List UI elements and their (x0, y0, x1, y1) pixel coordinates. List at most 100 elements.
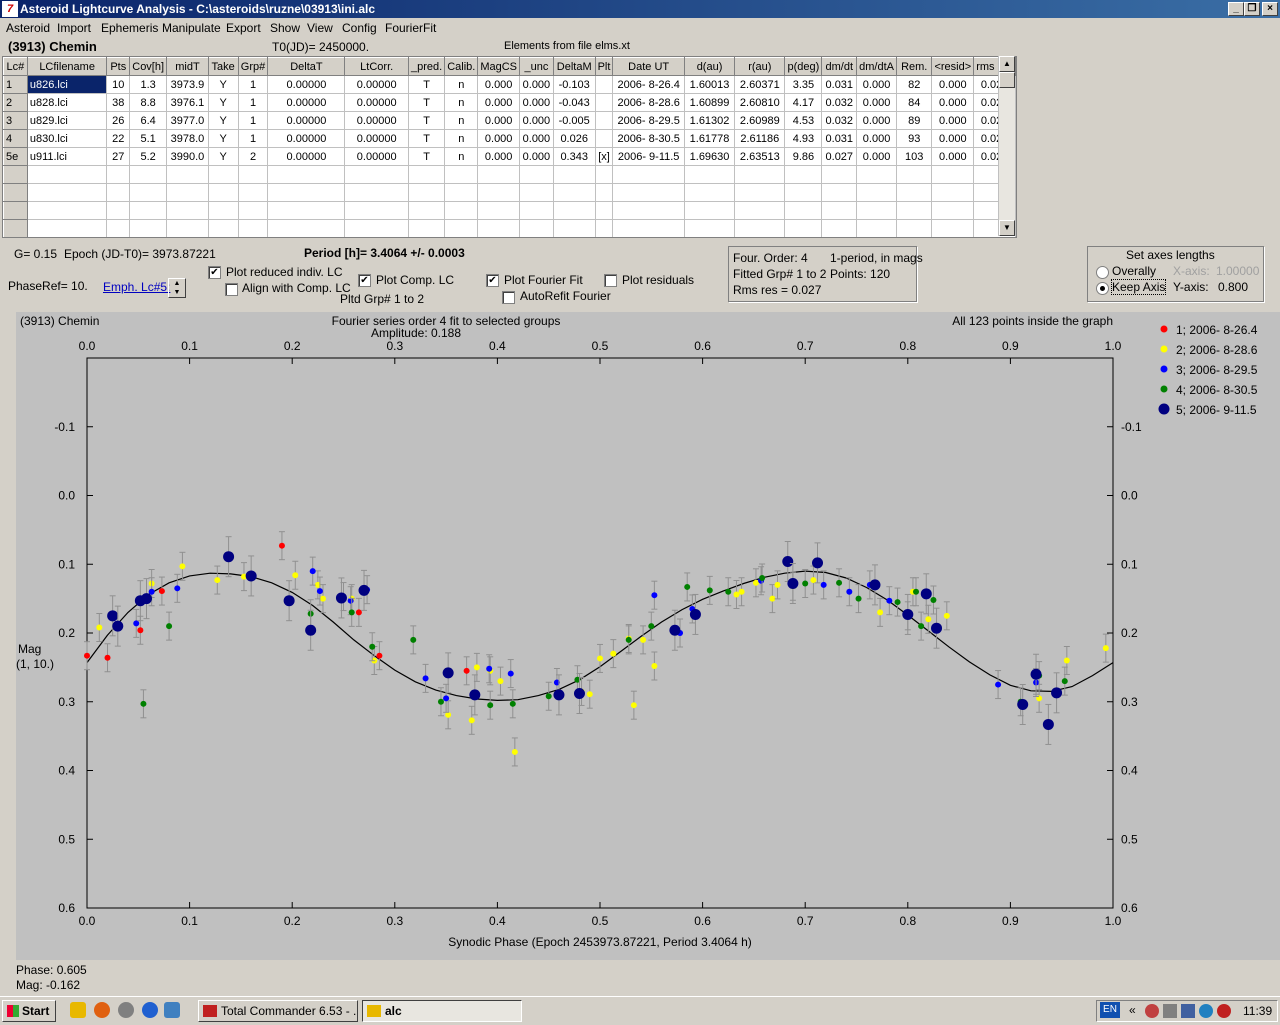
table-cell[interactable]: 2006- 8-28.6 (612, 93, 685, 112)
table-cell[interactable]: 0.000 (477, 93, 520, 112)
table-cell[interactable]: 0.000 (519, 93, 554, 112)
tray-security-icon[interactable] (1217, 1004, 1231, 1018)
table-cell[interactable]: 0.031 (821, 75, 858, 94)
table-cell[interactable]: u826.lci (26, 75, 108, 94)
table-cell[interactable]: 10 (106, 75, 131, 94)
table-cell[interactable] (594, 75, 614, 94)
row-header[interactable]: 5e (3, 147, 28, 166)
table-cell[interactable]: 0.00000 (267, 93, 346, 112)
tray-expand-icon[interactable]: « (1129, 1003, 1136, 1017)
tray-update-icon[interactable] (1199, 1004, 1213, 1018)
table-cell[interactable]: 1.60013 (683, 75, 736, 94)
table-cell[interactable]: 27 (106, 147, 131, 166)
tray-app-icon[interactable] (1181, 1004, 1195, 1018)
column-header[interactable]: LCfilename (26, 57, 108, 76)
column-header[interactable]: Pts (106, 57, 131, 76)
plot-fourier-checkbox[interactable]: ✔ (486, 274, 499, 287)
table-cell[interactable]: 0.00000 (344, 147, 409, 166)
table-cell[interactable]: 0.000 (931, 129, 975, 148)
menu-config[interactable]: Config (342, 21, 377, 35)
table-cell[interactable]: 0.000 (519, 147, 554, 166)
table-cell[interactable]: 0.032 (821, 111, 858, 130)
table-cell[interactable]: 0.026 (552, 129, 596, 148)
table-cell[interactable] (594, 111, 614, 130)
table-cell[interactable]: 0.343 (552, 147, 596, 166)
table-cell[interactable]: 82 (895, 75, 933, 94)
quicklaunch-alc-icon[interactable] (70, 1002, 86, 1018)
task-total-commander[interactable]: Total Commander 6.53 - ... (198, 1000, 358, 1022)
column-header[interactable]: dm/dt (821, 57, 858, 76)
row-header[interactable]: 4 (3, 129, 28, 148)
close-button[interactable]: × (1262, 2, 1278, 16)
table-cell[interactable]: 0.00000 (267, 75, 346, 94)
table-cell[interactable]: 4.53 (784, 111, 823, 130)
table-cell[interactable]: u828.lci (26, 93, 108, 112)
table-cell[interactable]: 5.2 (129, 147, 168, 166)
column-header[interactable]: Calib. (444, 57, 479, 76)
column-header[interactable]: Lc# (3, 57, 28, 76)
tray-network-icon[interactable] (1163, 1004, 1177, 1018)
table-cell[interactable]: 0.000 (477, 75, 520, 94)
table-cell[interactable]: 0.031 (821, 129, 858, 148)
table-cell[interactable]: 3976.1 (166, 93, 209, 112)
table-cell[interactable] (594, 93, 614, 112)
table-cell[interactable]: 3973.9 (166, 75, 209, 94)
maximize-button[interactable]: ❐ (1244, 2, 1260, 16)
table-cell[interactable]: n (444, 75, 479, 94)
grid-vertical-scrollbar[interactable]: ▲ ▼ (998, 56, 1015, 236)
table-cell[interactable]: T (407, 147, 446, 166)
table-cell[interactable]: 3990.0 (166, 147, 209, 166)
table-cell[interactable]: 1 (237, 129, 269, 148)
column-header[interactable]: _unc (519, 57, 554, 76)
table-cell[interactable]: 1.69630 (683, 147, 736, 166)
plot-reduced-checkbox[interactable]: ✔ (208, 266, 221, 279)
table-cell[interactable] (594, 129, 614, 148)
table-cell[interactable]: 3977.0 (166, 111, 209, 130)
table-cell[interactable]: 2.61186 (734, 129, 786, 148)
keep-axis-radio[interactable] (1096, 282, 1109, 295)
task-alc[interactable]: alc (362, 1000, 522, 1022)
table-cell[interactable]: T (407, 111, 446, 130)
table-cell[interactable]: n (444, 111, 479, 130)
column-header[interactable]: Take (207, 57, 239, 76)
table-cell[interactable]: 0.000 (931, 93, 975, 112)
table-cell[interactable]: 5.1 (129, 129, 168, 148)
table-cell[interactable]: 4.17 (784, 93, 823, 112)
table-cell[interactable]: 8.8 (129, 93, 168, 112)
table-cell[interactable]: -0.005 (552, 111, 596, 130)
menu-manipulate[interactable]: Manipulate (162, 21, 221, 35)
menu-export[interactable]: Export (226, 21, 261, 35)
lightcurve-plot[interactable]: (3913) Chemin Fourier series order 4 fit … (16, 312, 1280, 960)
table-cell[interactable]: 0.000 (856, 129, 897, 148)
internet-explorer-icon[interactable] (142, 1002, 158, 1018)
table-cell[interactable]: 2.60371 (734, 75, 786, 94)
row-header[interactable]: 2 (3, 93, 28, 112)
table-cell[interactable]: 1 (237, 111, 269, 130)
scroll-up-icon[interactable]: ▲ (999, 56, 1015, 72)
table-cell[interactable]: 0.00000 (344, 129, 409, 148)
table-cell[interactable]: 6.4 (129, 111, 168, 130)
table-cell[interactable]: 0.000 (519, 129, 554, 148)
column-header[interactable]: p(deg) (784, 57, 823, 76)
menu-show[interactable]: Show (270, 21, 301, 35)
language-indicator[interactable]: EN (1100, 1002, 1120, 1018)
plot-residuals-checkbox[interactable] (604, 274, 617, 287)
table-cell[interactable]: 2.60989 (734, 111, 786, 130)
table-cell[interactable]: -0.103 (552, 75, 596, 94)
table-cell[interactable]: 1 (237, 75, 269, 94)
table-cell[interactable]: 1.60899 (683, 93, 736, 112)
menu-fourierfit[interactable]: FourierFit (385, 21, 437, 35)
table-cell[interactable]: 2 (237, 147, 269, 166)
row-header[interactable]: 3 (3, 111, 28, 130)
table-cell[interactable]: 2006- 8-29.5 (612, 111, 685, 130)
table-cell[interactable]: 0.000 (519, 111, 554, 130)
table-cell[interactable]: 9.86 (784, 147, 823, 166)
menu-import[interactable]: Import (57, 21, 92, 35)
table-cell[interactable]: 4.93 (784, 129, 823, 148)
table-cell[interactable]: 1.3 (129, 75, 168, 94)
column-header[interactable]: Plt (594, 57, 614, 76)
column-header[interactable]: Date UT (612, 57, 685, 76)
